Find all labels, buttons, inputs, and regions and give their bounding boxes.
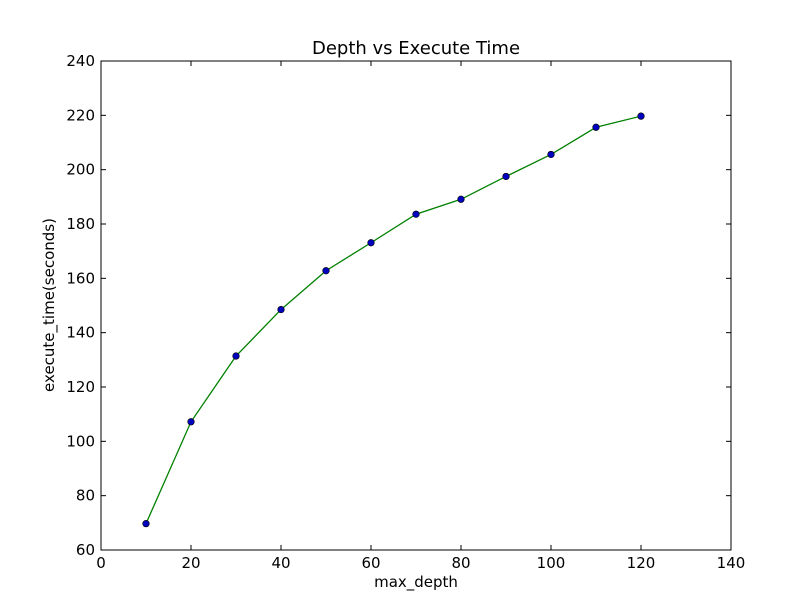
y-tick-label: 140 — [66, 324, 95, 342]
data-point — [412, 210, 420, 218]
y-tick-label: 80 — [76, 487, 95, 505]
series-layer — [142, 112, 645, 528]
data-point — [367, 239, 375, 247]
y-tick-label: 200 — [66, 161, 95, 179]
x-tick-label: 80 — [451, 554, 470, 572]
chart-title: Depth vs Execute Time — [312, 38, 520, 59]
y-axis: 60 80 100 120 140 160 180 200 220 240 — [66, 52, 731, 559]
data-point — [277, 305, 285, 314]
data-point — [187, 418, 195, 426]
y-tick-label: 240 — [66, 52, 95, 70]
x-tick-label: 100 — [537, 554, 566, 572]
x-tick-label: 20 — [181, 554, 200, 572]
y-tick-label: 220 — [66, 106, 95, 124]
data-point — [502, 172, 510, 181]
data-point — [547, 150, 555, 159]
x-tick-label: 40 — [271, 554, 290, 572]
data-point — [142, 520, 150, 528]
y-axis-title: execute_time(seconds) — [40, 218, 59, 392]
y-tick-label: 100 — [66, 432, 95, 450]
data-point — [637, 112, 645, 120]
y-tick-label: 120 — [66, 378, 95, 396]
y-tick-label: 160 — [66, 269, 95, 287]
x-tick-label: 120 — [627, 554, 656, 572]
data-point — [322, 267, 330, 275]
data-point — [232, 352, 240, 360]
data-point — [592, 123, 600, 131]
x-tick-label: 0 — [96, 554, 106, 572]
series-line — [145, 115, 642, 524]
x-tick-label: 60 — [361, 554, 380, 572]
x-axis: 0 20 40 60 80 100 120 140 — [96, 61, 745, 572]
x-tick-label: 140 — [717, 554, 746, 572]
x-axis-title: max_depth — [374, 573, 458, 592]
data-point — [457, 195, 465, 203]
y-tick-label: 180 — [66, 215, 95, 233]
plot-frame — [100, 60, 732, 551]
y-tick-label: 60 — [76, 541, 95, 559]
